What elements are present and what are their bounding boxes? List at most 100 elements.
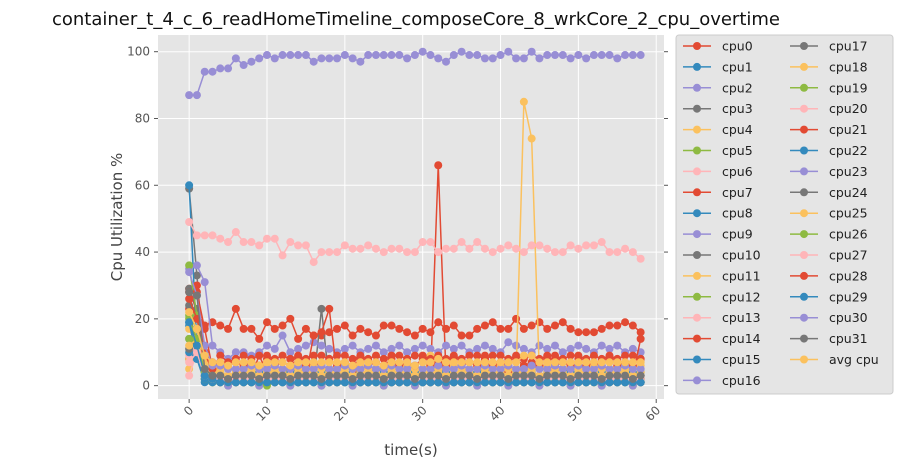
data-point [621,244,630,253]
legend-item: cpu29 [790,289,868,304]
data-point [496,364,505,373]
data-point [333,364,342,373]
data-point [278,378,287,387]
data-point [543,358,552,367]
data-point [621,378,630,387]
data-point [200,371,209,380]
data-point [628,51,637,60]
data-point [239,61,248,70]
data-point [356,378,365,387]
data-point [231,371,240,380]
data-point [387,351,396,360]
data-point [582,328,591,337]
data-point [426,358,435,367]
data-point [543,324,552,333]
data-point [356,371,365,380]
data-point [348,244,357,253]
data-point [418,341,427,350]
legend-swatch-marker [693,188,701,197]
data-point [294,371,303,380]
data-point [278,321,287,330]
data-point [465,244,474,253]
data-point [597,238,606,247]
legend-swatch-marker [693,125,701,134]
data-point [535,358,544,367]
data-point [317,351,326,360]
data-point [621,358,630,367]
legend-label: cpu25 [829,206,868,221]
data-point [558,378,567,387]
legend-label: cpu16 [722,373,761,388]
legend-swatch-marker [800,42,808,50]
data-point [340,321,349,330]
data-point [457,238,466,247]
data-point [512,378,521,387]
data-point [325,344,334,353]
plot-area [158,35,664,399]
data-point [574,351,583,360]
x-tick-label: 50 [565,403,586,424]
data-point [605,371,614,380]
data-point [379,248,388,257]
legend-swatch-marker [800,167,808,176]
data-point [465,378,474,387]
data-point [473,51,482,60]
data-point [286,374,295,383]
data-point [216,234,225,243]
data-point [465,351,474,360]
data-point [574,244,583,253]
data-point [535,241,544,250]
legend-label: cpu15 [722,352,761,367]
data-point [558,51,567,60]
data-point [434,318,443,327]
data-point [270,344,279,353]
data-point [442,358,451,367]
data-point [613,358,622,367]
data-point [286,51,295,60]
legend-label: cpu19 [829,80,868,95]
data-point [294,51,303,60]
data-point [247,238,256,247]
data-point [333,371,342,380]
data-point [278,351,287,360]
data-point [551,351,560,360]
data-point [371,358,380,367]
data-point [364,328,373,337]
data-point [301,324,310,333]
data-point [519,324,528,333]
data-point [340,378,349,387]
data-point [597,341,606,350]
data-point [185,268,194,277]
data-point [480,358,489,367]
data-point [387,51,396,60]
data-point [224,64,233,73]
data-point [270,324,279,333]
data-point [247,57,256,66]
data-point [426,328,435,337]
data-point [356,57,365,66]
legend-item: cpu28 [790,268,868,283]
data-point [519,364,528,373]
data-point [371,364,380,373]
legend-item: cpu2 [683,80,753,95]
data-point [224,238,233,247]
legend-swatch-marker [800,188,808,197]
data-point [558,248,567,257]
data-point [200,351,209,360]
data-point [488,318,497,327]
data-point [636,364,645,373]
data-point [488,371,497,380]
data-point [185,334,194,343]
data-point [589,358,598,367]
data-point [519,54,528,63]
legend-swatch-marker [693,62,701,71]
legend-label: cpu4 [722,122,753,137]
data-point [348,354,357,363]
data-point [255,54,264,63]
legend-item: cpu27 [790,248,868,263]
data-point [589,364,598,373]
legend-swatch-marker [693,146,701,155]
data-point [192,231,201,240]
legend-item: cpu6 [683,164,753,179]
legend: cpu0 cpu1 cpu2 cpu3 cpu4 cpu5 cpu6 cpu7 cpu8 cpu9… [675,34,894,395]
